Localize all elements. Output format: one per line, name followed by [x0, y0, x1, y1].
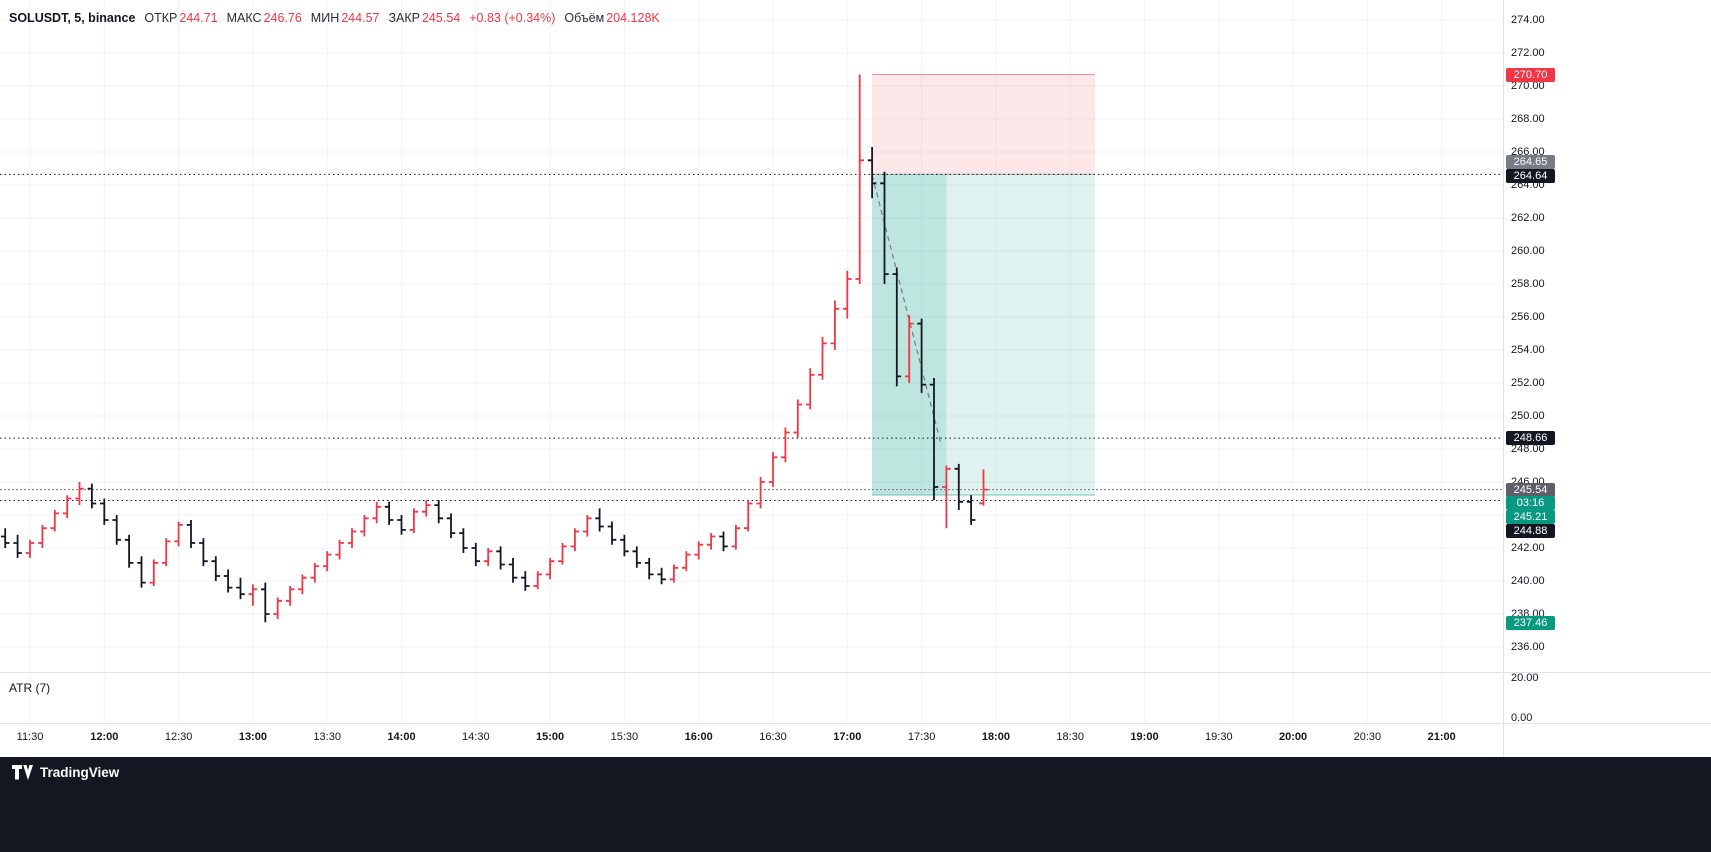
legend-high: МАКС 246.76 — [227, 11, 302, 25]
open-label: ОТКР — [144, 11, 178, 25]
close-label: ЗАКР — [388, 11, 420, 25]
low-value: 244.57 — [341, 11, 380, 25]
horizontal-line-drawings[interactable] — [0, 173, 1503, 501]
pane-separators — [0, 0, 1711, 757]
low-label: МИН — [310, 11, 340, 25]
ohlc-bars — [0, 74, 988, 623]
symbol-title[interactable]: SOLUSDT, 5, binance — [9, 11, 136, 25]
open-value: 244.71 — [179, 11, 218, 25]
legend-open: ОТКР 244.71 — [144, 11, 217, 25]
high-label: МАКС — [226, 11, 262, 25]
high-value: 246.76 — [263, 11, 302, 25]
tradingview-logo[interactable]: TradingView — [0, 757, 1711, 780]
legend-close: ЗАКР 245.54 — [388, 11, 460, 25]
chart-legend: SOLUSDT, 5, binance ОТКР 244.71 МАКС 246.7… — [9, 11, 660, 25]
grid-lines — [0, 0, 1503, 723]
indicator-atr-label[interactable]: ATR (7) — [9, 681, 51, 695]
chart-canvas[interactable] — [0, 0, 1711, 757]
volume-value: 204.128K — [606, 11, 660, 25]
close-value: 245.54 — [421, 11, 461, 25]
tradingview-icon — [12, 765, 33, 780]
tradingview-wordmark: TradingView — [40, 765, 120, 780]
bottom-toolbar: TradingView — [0, 757, 1711, 852]
short-position-tool[interactable] — [872, 73, 1095, 496]
volume-label: Объём — [564, 11, 605, 25]
legend-volume: Объём 204.128K — [564, 11, 659, 25]
legend-low: МИН 244.57 — [311, 11, 380, 25]
legend-change: +0.83 (+0.34%) — [469, 11, 556, 25]
